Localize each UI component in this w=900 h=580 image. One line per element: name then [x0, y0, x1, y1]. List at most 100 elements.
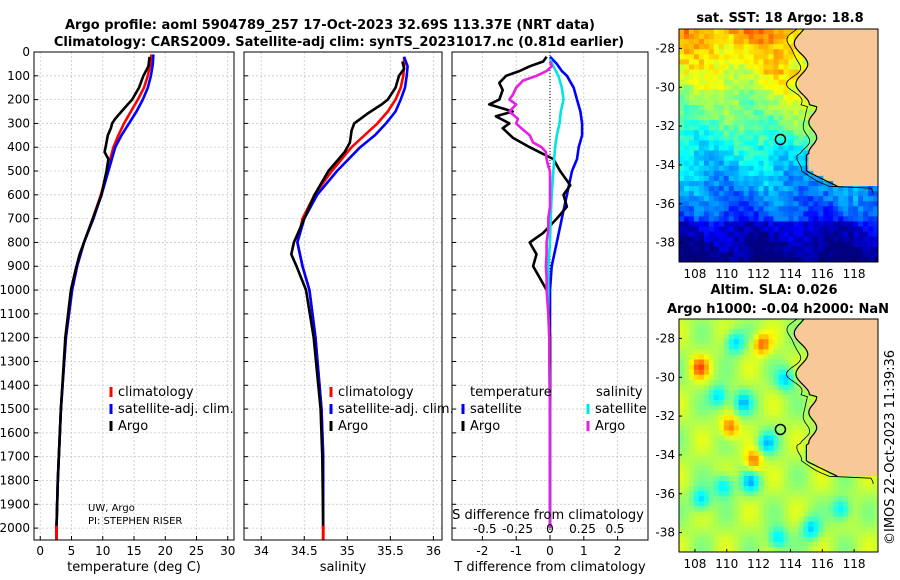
ocean-cell	[693, 155, 700, 162]
ocean-cell	[823, 536, 829, 543]
land-cell	[823, 405, 829, 411]
ocean-cell	[783, 34, 790, 40]
land-cell	[828, 89, 834, 96]
ocean-cell	[708, 455, 715, 462]
ocean-cell	[798, 506, 804, 513]
ocean-cell	[703, 99, 710, 106]
ocean-cell	[788, 191, 795, 197]
ocean-cell	[803, 496, 809, 502]
ocean-cell	[868, 231, 874, 238]
ocean-cell	[778, 216, 785, 223]
ocean-cell	[693, 339, 700, 345]
ocean-cell	[708, 344, 715, 350]
ocean-cell	[843, 491, 849, 497]
ocean-cell	[743, 435, 750, 442]
ocean-cell	[683, 150, 690, 157]
ocean-cell	[778, 64, 785, 71]
ocean-cell	[768, 516, 775, 523]
ocean-cell	[688, 196, 695, 202]
ocean-cell	[773, 476, 780, 482]
land-cell	[843, 160, 849, 167]
ocean-cell	[748, 546, 755, 552]
ocean-cell	[683, 241, 690, 248]
land-cell	[873, 359, 878, 366]
land-cell	[843, 34, 849, 40]
ocean-cell	[733, 334, 740, 340]
ocean-cell	[728, 180, 735, 187]
ocean-cell	[708, 460, 715, 467]
land-cell	[848, 384, 854, 391]
ocean-cell	[858, 496, 864, 502]
ocean-cell	[788, 476, 795, 482]
ocean-cell	[793, 236, 799, 243]
ocean-cell	[853, 516, 859, 523]
ocean-cell	[773, 364, 780, 371]
land-cell	[828, 405, 834, 411]
ocean-cell	[858, 236, 864, 243]
ocean-cell	[728, 221, 735, 228]
y-tick-label: 400	[7, 140, 30, 154]
ocean-cell	[838, 491, 844, 497]
ocean-cell	[778, 145, 785, 152]
ocean-cell	[743, 110, 750, 116]
ocean-cell	[773, 410, 780, 416]
ocean-cell	[833, 546, 839, 552]
ocean-cell	[858, 486, 864, 492]
ocean-cell	[698, 344, 705, 350]
ocean-cell	[858, 501, 864, 508]
ocean-cell	[753, 175, 760, 182]
ocean-cell	[679, 470, 685, 477]
depth-axis: 0100200300400500600700800900100011001200…	[0, 45, 38, 535]
land-cell	[813, 455, 819, 462]
land-cell	[833, 175, 839, 182]
ocean-cell	[698, 135, 705, 142]
ocean-cell	[793, 339, 799, 345]
ocean-cell	[683, 324, 690, 330]
ocean-cell	[758, 405, 765, 411]
land-cell	[818, 359, 824, 366]
land-cell	[833, 99, 839, 106]
ocean-cell	[698, 415, 705, 421]
ocean-cell	[818, 211, 824, 218]
ocean-cell	[858, 231, 864, 238]
difference-panel: -2 -1 0 1 2 -0.5 -0.25 0 0.25 0.5 S difference f…	[451, 51, 649, 575]
ocean-cell	[713, 170, 720, 177]
ocean-cell	[868, 476, 874, 482]
ocean-cell	[778, 369, 785, 376]
ocean-cell	[753, 140, 760, 147]
land-cell	[873, 430, 878, 437]
ocean-cell	[728, 334, 735, 340]
ocean-cell	[698, 491, 705, 497]
land-cell	[828, 369, 834, 376]
land-cell	[873, 155, 878, 162]
ocean-cell	[788, 170, 795, 177]
ocean-cell	[683, 221, 690, 228]
ocean-cell	[733, 546, 740, 552]
ocean-cell	[743, 186, 750, 192]
ocean-cell	[758, 94, 765, 101]
ocean-cell	[713, 359, 720, 366]
ocean-cell	[708, 191, 715, 197]
ocean-cell	[873, 531, 878, 538]
land-cell	[863, 369, 869, 376]
land-cell	[833, 89, 839, 96]
ocean-cell	[783, 160, 790, 167]
ocean-cell	[808, 481, 814, 487]
ocean-cell	[773, 64, 780, 71]
land-cell	[848, 470, 854, 477]
ocean-cell	[693, 369, 700, 376]
ocean-cell	[813, 175, 819, 182]
ocean-cell	[763, 394, 770, 401]
ocean-cell	[838, 226, 844, 233]
ocean-cell	[763, 69, 770, 76]
ocean-cell	[803, 64, 809, 71]
ocean-cell	[813, 221, 819, 228]
ocean-cell	[698, 120, 705, 126]
ocean-cell	[683, 476, 690, 482]
ocean-cell	[808, 526, 814, 533]
ocean-cell	[698, 384, 705, 391]
ocean-cell	[858, 246, 864, 253]
land-cell	[823, 425, 829, 432]
ocean-cell	[758, 491, 765, 497]
y-tick-label: 300	[7, 116, 30, 130]
